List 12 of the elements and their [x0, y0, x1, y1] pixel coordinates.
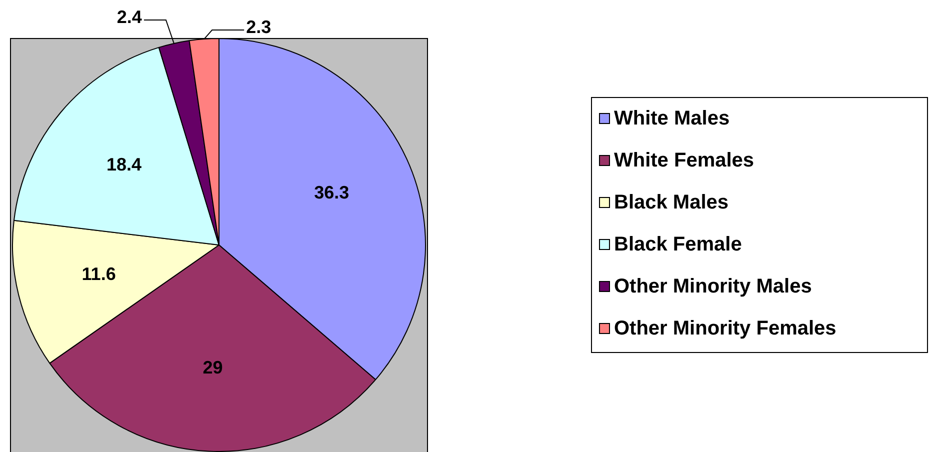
legend-label: Other Minority Males [614, 276, 812, 298]
legend-label: Black Female [614, 234, 742, 256]
legend-label: Other Minority Females [614, 318, 836, 340]
data-label: 18.4 [106, 154, 142, 174]
data-label: 29 [202, 358, 223, 378]
data-label: 2.3 [246, 16, 272, 37]
data-label: 11.6 [82, 264, 116, 284]
data-label: 36.3 [314, 182, 350, 202]
legend-label: White Males [614, 108, 730, 130]
legend-label: Black Males [614, 192, 729, 214]
data-label: 2.4 [116, 6, 142, 27]
legend-label: White Females [614, 150, 754, 172]
